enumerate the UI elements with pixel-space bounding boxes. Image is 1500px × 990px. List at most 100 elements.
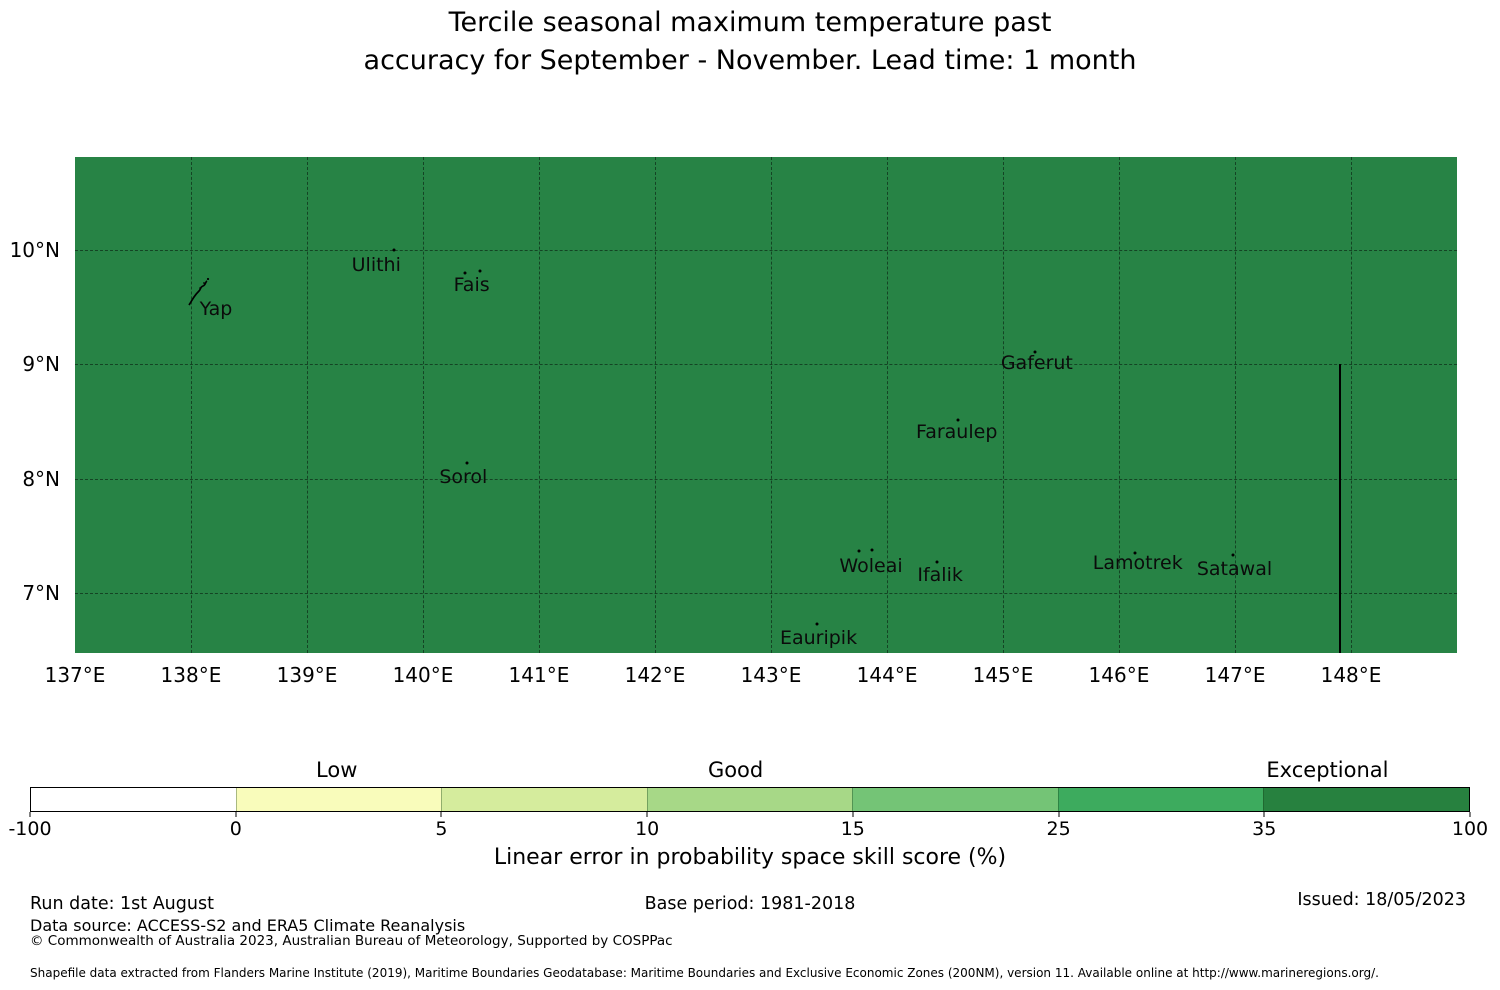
satawal-island-dot	[1231, 553, 1235, 557]
x-tick-label: 148°E	[1320, 663, 1382, 687]
data-source-text: Data source: ACCESS-S2 and ERA5 Climate …	[30, 916, 466, 935]
fais-island-dot	[478, 269, 482, 273]
gaferut-island-dot	[1033, 350, 1037, 354]
colorbar-segment	[646, 788, 853, 811]
gridline-horizontal	[75, 364, 1457, 366]
woleai-island-dot	[870, 548, 874, 552]
ulithi-island-dot	[392, 248, 396, 252]
run-date-text: Run date: 1st August	[30, 894, 214, 914]
colorbar-tick-label: 10	[635, 818, 660, 840]
faraulep-island-label: Faraulep	[916, 420, 998, 443]
colorbar-tick-label: 100	[1451, 818, 1489, 840]
colorbar-tick	[440, 812, 442, 817]
x-tick-label: 139°E	[276, 663, 338, 687]
colorbar-segment	[1263, 788, 1470, 811]
satawal-island-label: Satawal	[1196, 557, 1273, 580]
y-tick-label: 7°N	[22, 580, 60, 605]
gridline-horizontal	[75, 592, 1457, 594]
colorbar-tick-label: 5	[435, 818, 448, 840]
gridline-vertical	[1118, 157, 1120, 653]
colorbar-tick-label: 35	[1252, 818, 1277, 840]
gridline-vertical	[770, 157, 772, 653]
title-line-1: Tercile seasonal maximum temperature pas…	[448, 7, 1052, 38]
faraulep-island-dot	[956, 418, 960, 422]
colorbar-tick-label: -100	[8, 818, 52, 840]
x-tick-label: 145°E	[972, 663, 1034, 687]
eauripik-island-label: Eauripik	[779, 626, 858, 649]
colorbar-segment	[31, 788, 236, 811]
fais-island-dot	[463, 271, 467, 275]
x-tick-label: 140°E	[392, 663, 454, 687]
x-tick-label: 137°E	[44, 663, 106, 687]
colorbar-category-labels: Low Good Exceptional	[30, 758, 1470, 786]
x-tick-label: 138°E	[160, 663, 222, 687]
ifalik-island-label: Ifalik	[917, 564, 963, 587]
x-axis-tick-labels: 137°E 138°E 139°E 140°E 141°E 142°E 143°E 144°E…	[45, 663, 1457, 689]
base-period-text: Base period: 1981-2018	[644, 894, 856, 914]
colorbar-tick	[29, 812, 31, 817]
colorbar-tick-marks	[29, 812, 1471, 818]
gridline-vertical	[887, 157, 889, 653]
sorol-island-dot	[465, 461, 469, 465]
copyright-text: © Commonwealth of Australia 2023, Austra…	[30, 933, 673, 949]
yap-island-label: Yap	[199, 297, 233, 320]
woleai-island-label: Woleai	[839, 554, 903, 577]
colorbar-category-label: Exceptional	[1266, 758, 1389, 782]
fais-island-label: Fais	[453, 274, 490, 297]
x-tick-label: 143°E	[740, 663, 802, 687]
colorbar-segment	[235, 788, 442, 811]
colorbar-tick	[646, 812, 648, 817]
sorol-island-label: Sorol	[439, 465, 488, 488]
colorbar-tick-label: 0	[229, 818, 242, 840]
lamotrek-island-label: Lamotrek	[1092, 551, 1183, 574]
y-tick-label: 9°N	[22, 352, 60, 377]
colorbar-tick	[235, 812, 237, 817]
gridline-horizontal	[75, 250, 1457, 251]
colorbar-segment	[852, 788, 1058, 811]
y-tick-label: 10°N	[9, 238, 60, 262]
issued-date-text: Issued: 18/05/2023	[1297, 890, 1466, 910]
eez-boundary-line	[1338, 364, 1341, 653]
title-line-2: accuracy for September - November. Lead …	[363, 45, 1137, 76]
shapefile-note: Shapefile data extracted from Flanders M…	[30, 966, 1379, 980]
lamotrek-island-dot	[1133, 551, 1137, 555]
colorbar-tick	[1469, 812, 1471, 817]
figure-title: Tercile seasonal maximum temperature pas…	[0, 4, 1500, 80]
colorbar-tick	[1058, 812, 1060, 817]
x-tick-label: 142°E	[624, 663, 686, 687]
x-tick-label: 146°E	[1088, 663, 1150, 687]
colorbar-category-label: Low	[316, 758, 358, 782]
colorbar-caption: Linear error in probability space skill …	[493, 845, 1007, 870]
gridline-vertical	[1235, 157, 1237, 653]
x-tick-label: 147°E	[1204, 663, 1266, 687]
gridline-vertical	[1003, 157, 1004, 653]
gridline-vertical	[655, 157, 657, 653]
gridline-vertical	[190, 157, 192, 653]
gridline-vertical	[538, 157, 540, 653]
colorbar-segment	[441, 788, 647, 811]
gridline-horizontal	[75, 478, 1457, 480]
y-tick-label: 8°N	[22, 466, 60, 491]
x-tick-label: 144°E	[856, 663, 918, 687]
colorbar-segment	[1057, 788, 1264, 811]
colorbar-tick	[1263, 812, 1265, 817]
yap-island-outline	[187, 277, 211, 311]
map-plot-area: Yap Ulithi Fais Sorol Gaferut Faraulep Woleai I…	[75, 157, 1457, 653]
x-tick-label: 141°E	[508, 663, 570, 687]
woleai-island-dot	[857, 549, 861, 553]
gridline-vertical	[1351, 157, 1352, 653]
ulithi-island-label: Ulithi	[351, 254, 401, 277]
colorbar-category-label: Good	[707, 758, 764, 782]
colorbar	[30, 787, 1470, 812]
ifalik-island-dot	[935, 560, 939, 564]
colorbar-tick-label: 15	[840, 818, 865, 840]
colorbar-tick-label: 25	[1046, 818, 1071, 840]
colorbar-tick-labels: -100 0 5 10 15 25 35 100	[8, 818, 1488, 842]
gaferut-island-label: Gaferut	[1000, 352, 1073, 375]
colorbar-tick	[852, 812, 854, 817]
y-axis-tick-labels: 10°N 9°N 8°N 7°N	[0, 157, 66, 653]
gridline-vertical	[307, 157, 309, 653]
gridline-vertical	[422, 157, 424, 653]
eauripik-island-dot	[815, 622, 819, 626]
